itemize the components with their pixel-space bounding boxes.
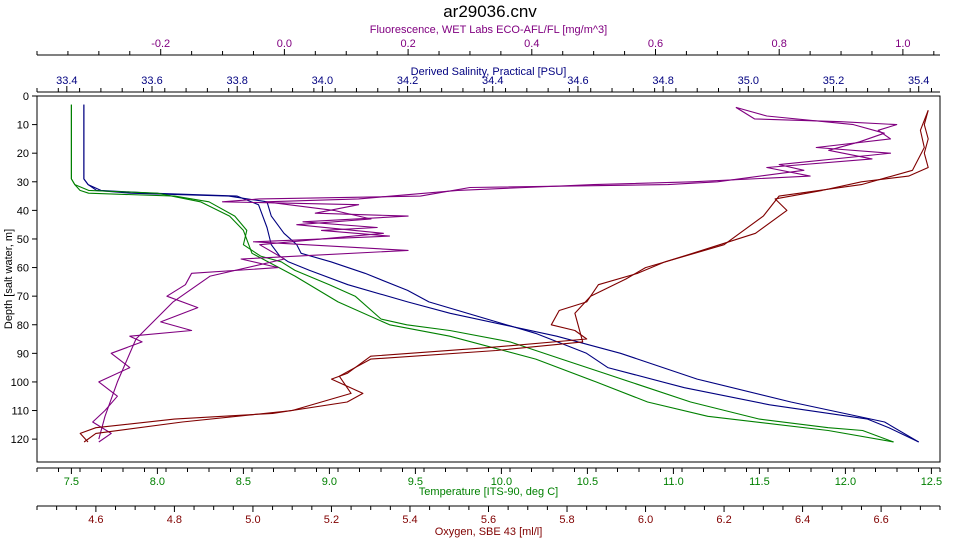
fluorescence-tick-label: 0.8	[772, 38, 787, 50]
oxygen-tick-label: 6.4	[795, 514, 810, 526]
fluorescence-axis-label: Fluorescence, WET Labs ECO-AFL/FL [mg/m^…	[370, 24, 607, 36]
temperature-axis-label: Temperature [ITS-90, deg C]	[419, 486, 558, 498]
oxygen-tick-label: 5.4	[402, 514, 417, 526]
oxygen-tick-label: 6.0	[638, 514, 653, 526]
salinity-tick-label: 34.6	[567, 75, 588, 87]
salinity-profile-line-1	[83, 104, 919, 443]
fluorescence-tick-label: 0.2	[400, 38, 415, 50]
temperature-tick-label: 12.5	[921, 476, 942, 488]
salinity-tick-label: 34.2	[397, 75, 418, 87]
temperature-tick-label: 12.0	[835, 476, 856, 488]
chart-title: ar29036.cnv	[443, 2, 537, 21]
temperature-tick-label: 8.0	[150, 476, 165, 488]
salinity-profile-line-2	[83, 104, 919, 443]
depth-tick-label: 20	[17, 148, 29, 160]
temperature-tick-label: 7.5	[64, 476, 79, 488]
oxygen-tick-label: 5.0	[245, 514, 260, 526]
temperature-tick-label: 9.5	[408, 476, 423, 488]
oxygen-tick-label: 5.6	[481, 514, 496, 526]
oxygen-tick-label: 5.2	[324, 514, 339, 526]
oxygen-tick-label: 6.6	[873, 514, 888, 526]
oxygen-tick-label: 5.8	[559, 514, 574, 526]
fluorescence-tick-label: 0.0	[277, 38, 292, 50]
fluorescence-profile-line-1	[92, 106, 898, 443]
temperature-profile-line-2	[70, 104, 894, 443]
depth-tick-label: 70	[17, 291, 29, 303]
salinity-tick-label: 34.8	[652, 75, 673, 87]
depth-axis-label: Depth [salt water, m]	[3, 229, 15, 329]
fluorescence-tick-label: -0.2	[151, 38, 170, 50]
depth-tick-label: 90	[17, 348, 29, 360]
salinity-tick-label: 34.0	[312, 75, 333, 87]
plot-area-frame	[36, 95, 941, 463]
salinity-tick-label: 34.4	[482, 75, 503, 87]
profile-lines	[70, 104, 929, 443]
temperature-tick-label: 8.5	[236, 476, 251, 488]
fluorescence-tick-label: 0.4	[524, 38, 539, 50]
depth-tick-label: 100	[11, 377, 29, 389]
depth-axis: 0 10 20 30 40 50 60 70 80 90 100 110 120 Depth [salt …	[3, 91, 37, 446]
depth-tick-label: 10	[17, 120, 29, 132]
depth-tick-label: 0	[23, 91, 29, 103]
fluorescence-profile-line-2	[98, 106, 885, 440]
depth-tick-label: 110	[11, 406, 29, 418]
oxygen-profile-line-1	[79, 110, 929, 443]
temperature-tick-label: 11.0	[663, 476, 684, 488]
salinity-axis-label: Derived Salinity, Practical [PSU]	[411, 66, 567, 78]
salinity-tick-label: 35.0	[738, 75, 759, 87]
oxygen-tick-label: 4.6	[88, 514, 103, 526]
oxygen-tick-label: 4.8	[167, 514, 182, 526]
salinity-tick-label: 35.4	[908, 75, 929, 87]
parameter-axes: -0.2 0.0 0.2 0.4 0.6 0.8 1.0 Fluorescence, WET …	[36, 24, 942, 538]
temperature-tick-label: 11.5	[749, 476, 770, 488]
temperature-tick-label: 9.0	[322, 476, 337, 488]
salinity-tick-label: 33.8	[226, 75, 247, 87]
temperature-profile-line-1	[70, 104, 894, 443]
temperature-tick-label: 10.0	[491, 476, 512, 488]
fluorescence-tick-label: 1.0	[895, 38, 910, 50]
temperature-tick-label: 10.5	[577, 476, 598, 488]
depth-tick-label: 50	[17, 234, 29, 246]
depth-tick-label: 60	[17, 263, 29, 275]
fluorescence-tick-label: 0.6	[648, 38, 663, 50]
depth-tick-label: 120	[11, 434, 29, 446]
oxygen-axis-label: Oxygen, SBE 43 [ml/l]	[435, 526, 543, 538]
depth-tick-label: 40	[17, 205, 29, 217]
salinity-tick-label: 33.4	[56, 75, 77, 87]
depth-tick-label: 30	[17, 177, 29, 189]
depth-tick-label: 80	[17, 320, 29, 332]
salinity-tick-label: 35.2	[823, 75, 844, 87]
oxygen-profile-line-2	[83, 110, 929, 443]
oxygen-tick-label: 6.2	[716, 514, 731, 526]
salinity-tick-label: 33.6	[141, 75, 162, 87]
